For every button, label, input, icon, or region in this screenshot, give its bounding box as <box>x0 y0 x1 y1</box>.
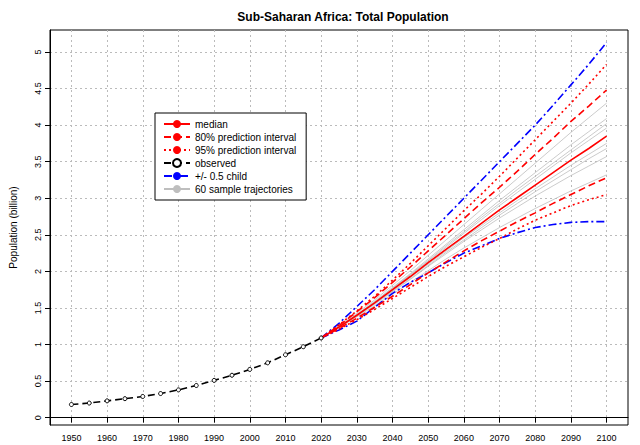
svg-text:2.5: 2.5 <box>33 229 43 242</box>
svg-text:2: 2 <box>33 269 43 274</box>
svg-text:80% prediction interval: 80% prediction interval <box>195 132 296 143</box>
svg-text:Sub-Saharan Africa: Total Popu: Sub-Saharan Africa: Total Population <box>237 10 448 24</box>
svg-text:2060: 2060 <box>454 433 474 443</box>
svg-text:Population (billion): Population (billion) <box>8 186 19 268</box>
svg-text:2010: 2010 <box>275 433 295 443</box>
svg-text:4: 4 <box>33 123 43 128</box>
svg-text:observed: observed <box>195 158 236 169</box>
svg-text:2080: 2080 <box>525 433 545 443</box>
svg-text:median: median <box>195 119 228 130</box>
svg-text:1990: 1990 <box>204 433 224 443</box>
svg-text:0.5: 0.5 <box>33 375 43 388</box>
svg-text:0: 0 <box>33 415 43 420</box>
svg-text:4.5: 4.5 <box>33 82 43 95</box>
svg-text:1960: 1960 <box>97 433 117 443</box>
svg-text:3: 3 <box>33 196 43 201</box>
svg-text:2000: 2000 <box>240 433 260 443</box>
svg-text:1980: 1980 <box>168 433 188 443</box>
svg-text:2030: 2030 <box>347 433 367 443</box>
svg-text:2070: 2070 <box>490 433 510 443</box>
svg-text:60 sample trajectories: 60 sample trajectories <box>195 184 293 195</box>
svg-text:1950: 1950 <box>61 433 81 443</box>
svg-text:1970: 1970 <box>133 433 153 443</box>
svg-text:1.5: 1.5 <box>33 302 43 315</box>
svg-text:2090: 2090 <box>561 433 581 443</box>
svg-text:1: 1 <box>33 342 43 347</box>
svg-text:2040: 2040 <box>383 433 403 443</box>
svg-text:2020: 2020 <box>311 433 331 443</box>
svg-text:3.5: 3.5 <box>33 155 43 168</box>
svg-text:2100: 2100 <box>597 433 617 443</box>
svg-text:+/- 0.5 child: +/- 0.5 child <box>195 171 247 182</box>
svg-text:5: 5 <box>33 49 43 54</box>
svg-text:95% prediction interval: 95% prediction interval <box>195 145 296 156</box>
svg-text:2050: 2050 <box>418 433 438 443</box>
